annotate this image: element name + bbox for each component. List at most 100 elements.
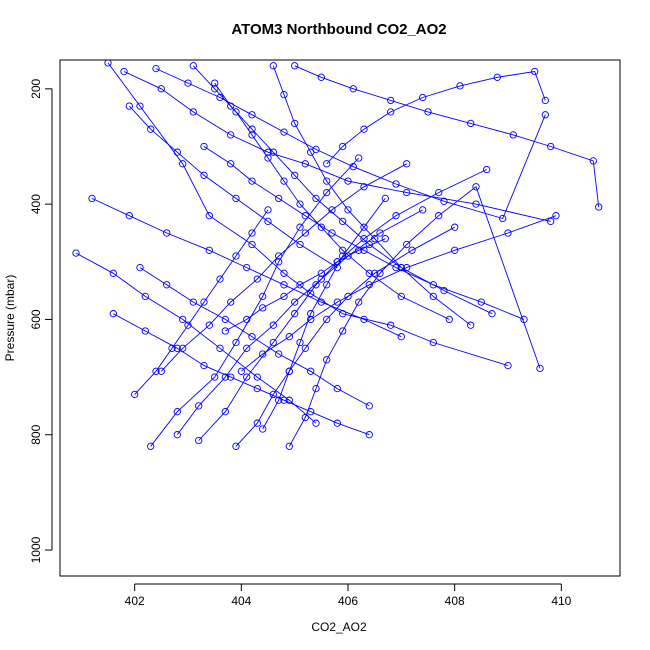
series-line — [123, 71, 551, 222]
data-point — [323, 315, 331, 324]
data-point — [360, 125, 368, 133]
data-point — [211, 85, 219, 93]
data-point — [232, 252, 240, 260]
data-point — [147, 125, 155, 133]
series-3 — [120, 67, 555, 226]
data-point — [296, 240, 304, 249]
data-point — [365, 269, 373, 277]
x-tick-label: 410 — [551, 594, 571, 608]
series-19 — [285, 183, 544, 450]
data-point — [221, 373, 229, 381]
data-point — [339, 217, 347, 226]
data-point — [125, 212, 133, 220]
data-point — [317, 298, 325, 306]
data-point — [136, 263, 144, 272]
data-point — [307, 310, 315, 318]
data-point — [440, 286, 448, 295]
data-point — [344, 252, 352, 260]
data-point — [173, 344, 181, 352]
data-point — [323, 160, 331, 168]
data-point — [195, 436, 203, 445]
data-point — [291, 310, 299, 318]
data-point — [392, 263, 400, 272]
series-line — [128, 105, 338, 268]
data-point — [397, 263, 405, 272]
data-point — [72, 249, 80, 257]
data-point — [200, 171, 208, 179]
data-point — [104, 60, 112, 67]
data-point — [419, 206, 427, 214]
series-line — [262, 198, 386, 430]
data-point — [237, 367, 245, 375]
data-point — [536, 364, 544, 373]
series-line — [272, 65, 471, 326]
chart-title: ATOM3 Northbound CO2_AO2 — [231, 21, 446, 38]
data-point — [259, 425, 267, 433]
series-line — [225, 238, 386, 332]
data-point — [243, 373, 251, 381]
data-point — [371, 235, 379, 243]
data-point — [248, 240, 256, 249]
data-point — [312, 194, 320, 203]
series-line — [160, 163, 407, 372]
data-point — [408, 246, 416, 254]
data-point — [291, 62, 299, 70]
data-point — [211, 373, 219, 381]
data-point — [259, 292, 267, 301]
data-point — [227, 373, 235, 381]
data-point — [424, 108, 432, 116]
data-point — [355, 298, 363, 306]
data-point — [179, 160, 187, 168]
data-point — [344, 206, 352, 214]
y-tick-label: 1000 — [29, 536, 43, 563]
data-point — [179, 344, 187, 352]
data-point — [243, 344, 251, 352]
data-point — [189, 108, 197, 116]
series-line — [176, 209, 423, 435]
data-point — [275, 194, 283, 203]
data-point — [307, 148, 315, 156]
data-point — [264, 206, 272, 214]
data-point — [296, 281, 304, 289]
data-point — [173, 148, 181, 156]
data-point — [360, 223, 368, 231]
data-point — [339, 246, 347, 254]
data-point — [499, 214, 507, 223]
data-point — [595, 203, 603, 211]
y-axis: 200 400 600 800 1000 — [29, 78, 53, 563]
data-point — [381, 235, 389, 243]
data-point — [275, 396, 283, 404]
data-point — [248, 229, 256, 237]
data-point — [531, 67, 539, 76]
x-tick-label: 404 — [231, 594, 251, 608]
data-point — [339, 142, 347, 151]
data-point — [173, 431, 181, 439]
data-point — [88, 194, 96, 203]
data-point — [280, 90, 288, 99]
data-point — [355, 154, 363, 162]
series-7 — [131, 206, 272, 399]
data-point — [253, 373, 261, 381]
data-point — [328, 229, 336, 237]
data-point — [269, 321, 277, 329]
data-point — [205, 212, 213, 220]
data-point — [456, 82, 464, 90]
data-point — [589, 157, 597, 165]
data-point — [248, 131, 256, 139]
data-point — [429, 338, 437, 347]
data-point — [312, 281, 320, 289]
data-point — [440, 197, 448, 205]
series-line — [326, 70, 546, 165]
series-17 — [173, 206, 427, 439]
data-point — [109, 269, 117, 277]
data-point — [307, 315, 315, 324]
data-point — [360, 183, 368, 191]
data-point — [376, 229, 384, 237]
data-point — [205, 321, 213, 329]
data-point — [200, 361, 208, 370]
data-point — [248, 333, 256, 341]
data-point — [269, 148, 277, 156]
data-point — [360, 246, 368, 254]
data-point — [365, 431, 373, 439]
data-point — [216, 275, 224, 283]
